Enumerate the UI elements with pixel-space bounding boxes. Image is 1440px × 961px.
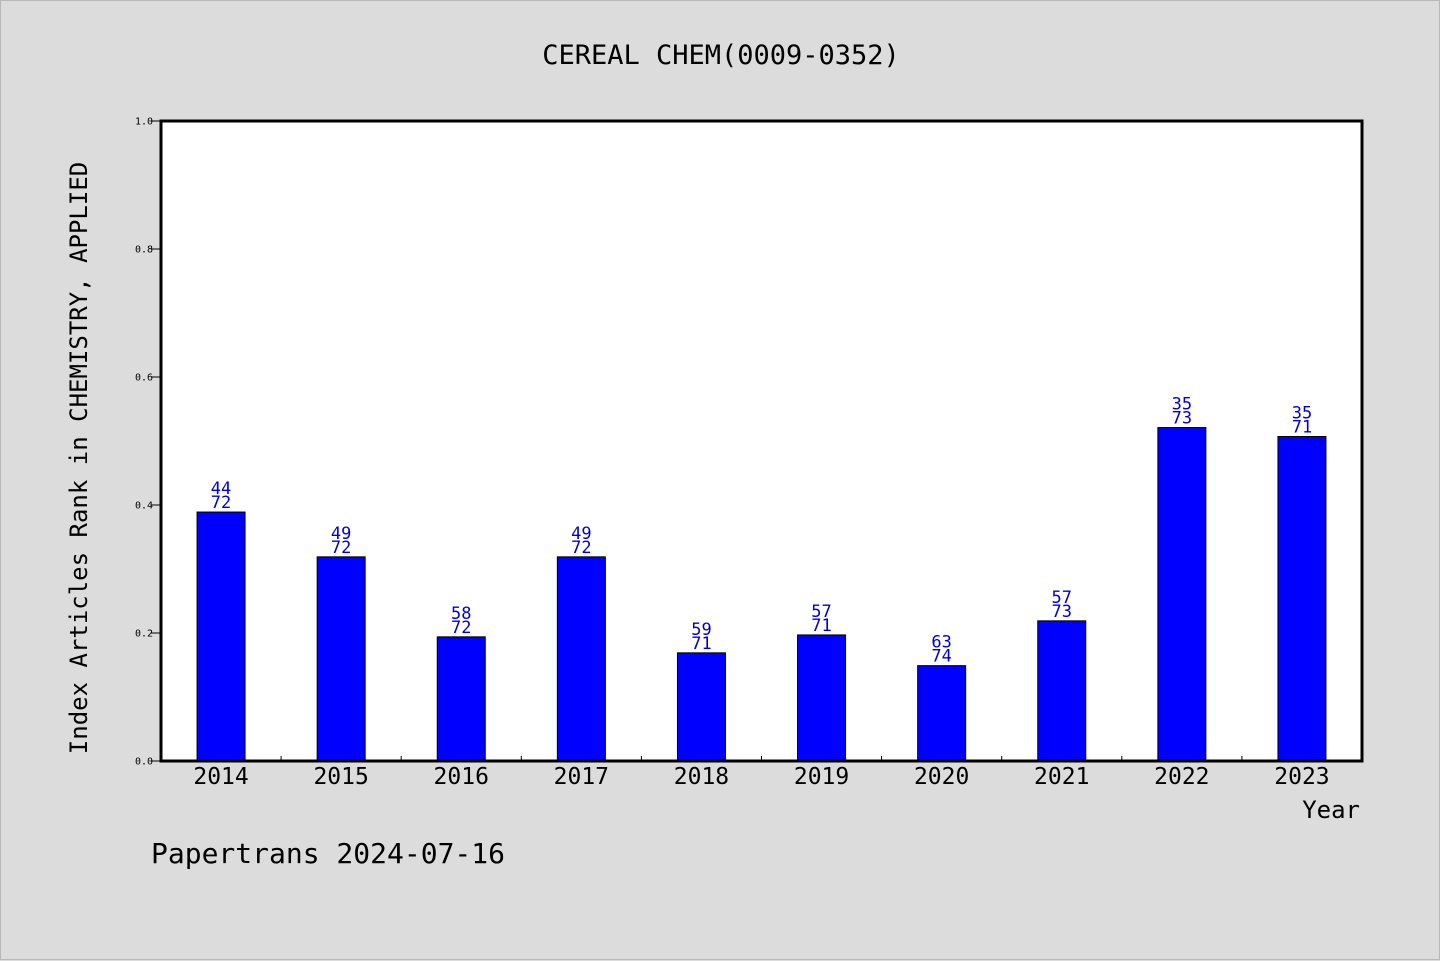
bar-rank-label: 44 <box>211 479 231 499</box>
ticks-layer: 0.0 0.2 0.4 0.6 0.8 1.0 2014 2015 2016 2017 2018 20… <box>135 117 1330 791</box>
bar-total-label: 72 <box>571 538 591 558</box>
bar-rank-label: 35 <box>1172 395 1192 415</box>
bar-2022 <box>1157 427 1207 762</box>
x-tick-label: 2022 <box>1154 764 1209 790</box>
bar-rank-label: 59 <box>691 620 711 640</box>
bar-2020 <box>917 665 967 762</box>
bar-2014 <box>196 511 246 762</box>
bar-total-label: 74 <box>931 647 951 667</box>
bar-total-label: 72 <box>211 493 231 513</box>
bar-2016 <box>436 636 486 762</box>
bar-total-label: 72 <box>451 618 471 638</box>
bar-2018 <box>676 652 726 762</box>
bar-rank-label: 35 <box>1292 404 1312 424</box>
y-axis-label: Index Articles Rank in CHEMISTRY, APPLIE… <box>65 162 93 754</box>
bar-total-label: 73 <box>1172 409 1192 429</box>
bar-2017 <box>556 556 606 762</box>
bar-total-label: 71 <box>811 616 831 636</box>
y-tick-label: 0.2 <box>135 629 153 640</box>
bar-2015 <box>316 556 366 762</box>
x-tick-label: 2021 <box>1034 764 1089 790</box>
bar-2023 <box>1277 436 1327 762</box>
y-tick-label: 0.0 <box>135 757 153 768</box>
bar-2019 <box>797 634 847 762</box>
bar-total-label: 71 <box>691 634 711 654</box>
chart-title: CEREAL CHEM(0009-0352) <box>542 40 900 71</box>
y-tick-label: 1.0 <box>135 117 153 128</box>
y-tick-label: 0.4 <box>135 501 153 512</box>
bar-rank-label: 57 <box>811 602 831 622</box>
y-tick-label: 0.6 <box>135 373 153 384</box>
footer-credit: Papertrans 2024-07-16 <box>151 837 505 870</box>
y-tick-label: 0.8 <box>135 245 153 256</box>
x-tick-label: 2017 <box>554 764 609 790</box>
x-tick-label: 2016 <box>434 764 489 790</box>
bar-rank-label: 63 <box>931 633 951 653</box>
bar-rank-label: 49 <box>571 524 591 544</box>
plot-border <box>159 119 1364 763</box>
bar-2021 <box>1037 620 1087 762</box>
x-tick-label: 2014 <box>193 764 248 790</box>
bar-total-label: 71 <box>1292 418 1312 438</box>
x-axis-label: Year <box>1302 796 1360 824</box>
bar-rank-label: 49 <box>331 524 351 544</box>
x-tick-label: 2018 <box>674 764 729 790</box>
x-tick-label: 2019 <box>794 764 849 790</box>
x-tick-label: 2020 <box>914 764 969 790</box>
bar-rank-label: 57 <box>1052 588 1072 608</box>
bar-total-label: 73 <box>1052 602 1072 622</box>
x-tick-label: 2015 <box>313 764 368 790</box>
bar-total-label: 72 <box>331 538 351 558</box>
bar-rank-label: 58 <box>451 604 471 624</box>
x-tick-label: 2023 <box>1274 764 1329 790</box>
